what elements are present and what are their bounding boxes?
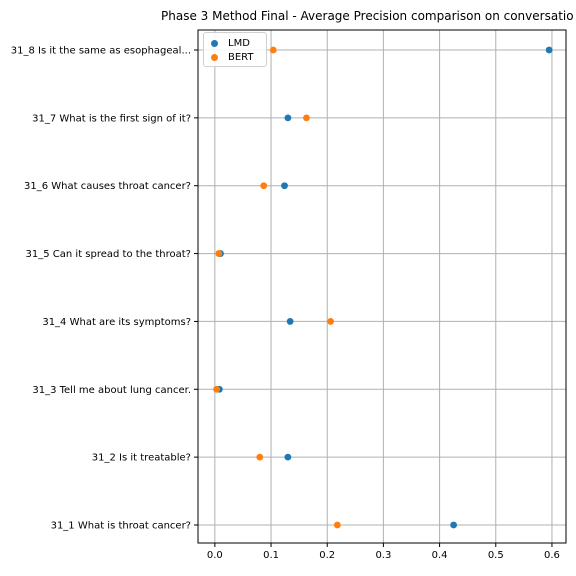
x-tick-label: 0.4: [432, 550, 448, 561]
data-point-lmd: [286, 318, 294, 325]
y-tick-label: 31_4 What are its symptoms?: [42, 317, 191, 328]
x-tick-label: 0.5: [488, 550, 504, 561]
y-tick-label: 31_1 What is throat cancer?: [51, 521, 191, 532]
x-tick-label: 0.0: [207, 550, 223, 561]
data-point-lmd: [284, 453, 292, 461]
legend-label-lmd: LMD: [228, 37, 250, 49]
legend-marker-bert: [211, 53, 218, 61]
legend-item-bert: BERT: [211, 50, 254, 64]
data-point-bert: [215, 250, 223, 257]
data-point-bert: [333, 521, 341, 529]
plot-area-frame: [197, 29, 567, 544]
x-tick-label: 0.6: [544, 550, 560, 561]
data-point-lmd: [450, 521, 458, 529]
x-tick-label: 0.1: [263, 550, 279, 561]
data-point-lmd: [545, 46, 553, 54]
data-point-lmd: [284, 114, 292, 122]
axis-ticks: 0.0 0.1 0.2 0.3 0.4 0.5 0.6 31_1 What is throat…: [11, 46, 560, 562]
y-tick-label: 31_7 What is the first sign of it?: [32, 113, 191, 124]
data-point-bert: [260, 182, 268, 190]
legend-item-lmd: LMD: [211, 36, 250, 50]
y-tick-label: 31_6 What causes throat cancer?: [24, 181, 191, 192]
data-point-bert: [256, 453, 264, 461]
y-tick-label: 31_2 Is it treatable?: [92, 453, 191, 464]
data-point-bert: [327, 318, 334, 325]
data-point-lmd: [281, 182, 288, 190]
data-point-bert: [303, 114, 310, 122]
legend: LMD BERT: [203, 32, 267, 67]
x-tick-label: 0.2: [319, 550, 335, 561]
x-tick-label: 0.3: [375, 550, 391, 561]
grid-lines: [198, 30, 566, 543]
y-tick-label: 31_3 Tell me about lung cancer.: [32, 385, 191, 396]
data-point-bert: [269, 46, 277, 54]
data-point-bert: [213, 385, 220, 393]
data-points: [213, 46, 553, 529]
chart-title: Phase 3 Method Final - Average Precision…: [161, 9, 574, 23]
legend-marker-lmd: [211, 39, 218, 47]
y-tick-label: 31_8 Is it the same as esophageal...: [11, 46, 191, 57]
legend-label-bert: BERT: [228, 51, 254, 63]
y-tick-label: 31_5 Can it spread to the throat?: [26, 249, 191, 260]
